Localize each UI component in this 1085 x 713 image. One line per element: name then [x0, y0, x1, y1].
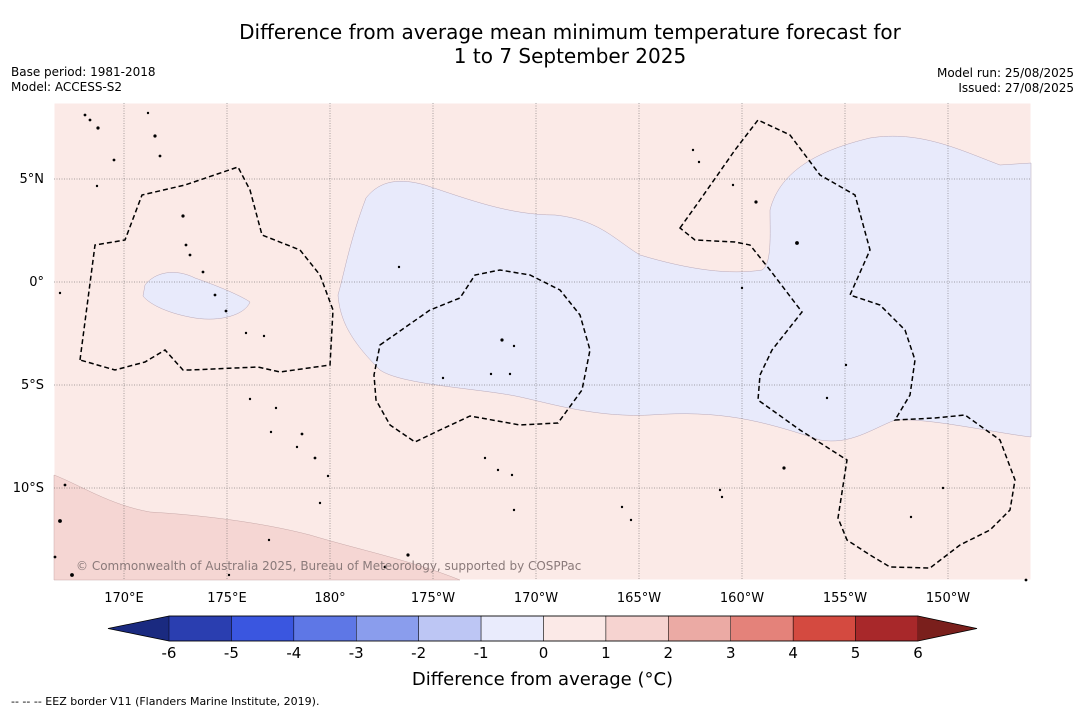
lon-label-175w: 175°W — [411, 591, 455, 606]
model-run: Model run: 25/08/2025 — [936, 66, 1074, 80]
eez-legend-footer: -- -- -- EEZ border V11 (Flanders Marine… — [11, 695, 320, 708]
colorbar-segment — [668, 615, 731, 642]
colorbar-tick-label: 5 — [851, 644, 861, 662]
colorbar-segment — [356, 615, 419, 642]
colorbar-tick-label: -3 — [349, 644, 364, 662]
colorbar-segment — [231, 615, 295, 642]
colorbar-tick-label: 6 — [913, 644, 923, 662]
issued-date: Issued: 27/08/2025 — [958, 81, 1074, 95]
base-period: Base period: 1981-2018 — [11, 65, 156, 79]
cool-anomaly-small — [142, 272, 251, 320]
eez-borders — [79, 119, 1016, 569]
colorbar-tick-label: 1 — [601, 644, 611, 662]
colorbar-segment — [792, 615, 856, 642]
colorbar-tick-label: 2 — [664, 644, 674, 662]
colorbar-extend-low — [108, 616, 169, 641]
colorbar-tick-label: -6 — [162, 644, 177, 662]
lat-labels: 5°N 0° 5°S 10°S — [13, 172, 44, 496]
colorbar-ticks: -6 -5 -4 -3 -2 -1 0 1 2 3 4 5 6 — [162, 644, 923, 662]
colorbar-segment — [730, 615, 794, 642]
lon-label-175e: 175°E — [207, 591, 247, 606]
colorbar-tick-label: 0 — [539, 644, 549, 662]
model-name: Model: ACCESS-S2 — [11, 80, 123, 94]
lat-label-0: 0° — [29, 275, 44, 290]
colorbar-extend-high — [918, 616, 977, 641]
colorbar-segment — [293, 615, 357, 642]
lat-label-10s: 10°S — [13, 481, 44, 496]
colorbar-segment — [855, 615, 919, 642]
warm-anomaly-region — [53, 474, 461, 581]
meta-right: Model run: 25/08/2025 Issued: 27/08/2025 — [937, 66, 1074, 96]
colorbar-segment — [605, 615, 669, 642]
lon-label-170e: 170°E — [104, 591, 144, 606]
graticule — [54, 103, 1031, 580]
lon-label-170w: 170°W — [514, 591, 558, 606]
colorbar-tick-label: 3 — [726, 644, 736, 662]
colorbar-tick-label: -5 — [224, 644, 239, 662]
lon-labels: 170°E 175°E 180° 175°W 170°W 165°W 160°W… — [104, 591, 970, 606]
cool-anomaly-region — [337, 135, 1032, 442]
colorbar-tick-label: -1 — [474, 644, 489, 662]
map-title: Difference from average mean minimum tem… — [0, 20, 1085, 68]
colorbar-segment — [543, 615, 607, 642]
meta-left: Base period: 1981-2018 Model: ACCESS-S2 — [11, 65, 156, 95]
colorbar-tick-label: 4 — [788, 644, 798, 662]
title-line-2: 1 to 7 September 2025 — [453, 44, 687, 68]
colorbar-outline — [107, 615, 978, 642]
colorbar-tick-label: -4 — [286, 644, 301, 662]
colorbar-segment — [168, 615, 232, 642]
colorbar-title: Difference from average (°C) — [411, 669, 674, 690]
lon-label-150w: 150°W — [926, 591, 970, 606]
colorbar — [107, 615, 978, 642]
title-line-1: Difference from average mean minimum tem… — [239, 20, 901, 44]
lon-label-160w: 160°W — [720, 591, 764, 606]
lon-label-155w: 155°W — [823, 591, 867, 606]
lon-label-180: 180° — [314, 591, 345, 606]
copyright-notice: © Commonwealth of Australia 2025, Bureau… — [76, 559, 581, 573]
lat-label-5s: 5°S — [21, 378, 44, 393]
lat-label-5n: 5°N — [20, 172, 45, 187]
colorbar-segment — [418, 615, 482, 642]
colorbar-tick-label: -2 — [411, 644, 426, 662]
lon-label-165w: 165°W — [617, 591, 661, 606]
colorbar-segment — [480, 615, 544, 642]
islands — [53, 111, 1028, 582]
